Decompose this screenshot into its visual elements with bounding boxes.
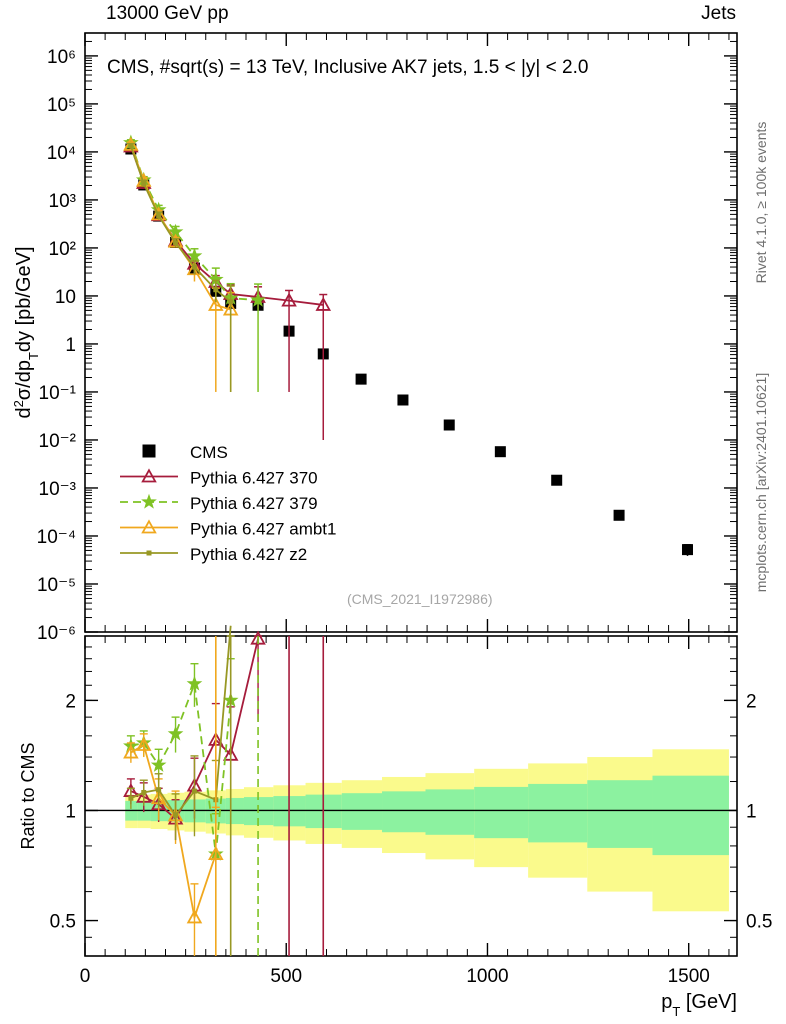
main-data-point [208, 296, 224, 311]
legend-label-p370: Pythia 6.427 370 [190, 469, 318, 488]
main-data-point [355, 373, 367, 385]
ratio-data-point [191, 788, 197, 794]
ratio-data-point [186, 675, 203, 691]
main-data-point [494, 446, 506, 458]
y-tick-label: 10² [49, 239, 76, 260]
header-row: 13000 GeV pp Jets [0, 0, 786, 28]
ratio-data-point [186, 909, 203, 924]
x-tick-label: 1000 [466, 966, 508, 987]
ratio-y-tick-label-right: 1 [746, 801, 757, 822]
ratio-uncertainty-band-inner [528, 783, 588, 843]
main-series-line [130, 146, 324, 306]
y-tick-label: 10³ [49, 191, 76, 212]
main-panel-frame [84, 32, 738, 633]
main-data-point [141, 180, 147, 186]
ratio-series-line [130, 743, 217, 921]
main-data-point [281, 292, 297, 307]
ratio-panel-frame [84, 635, 738, 957]
main-data-point [213, 287, 219, 293]
ratio-data-point [135, 736, 152, 751]
y-tick-label: 1 [65, 335, 76, 356]
legend-marker-p379 [141, 493, 157, 509]
side-note-mcplots: mcplots.cern.ch [arXiv:2401.10621] [753, 373, 769, 592]
ratio-y-tick-label: 1 [65, 801, 76, 822]
y-tick-label: 10⁵ [47, 95, 76, 116]
legend-label-p379: Pythia 6.427 379 [190, 494, 318, 513]
ratio-axis-label: Ratio to CMS [18, 742, 38, 849]
legend-marker-z2 [146, 550, 152, 556]
ratio-data-point [123, 744, 139, 759]
main-data-point [156, 213, 162, 219]
header-process-label: Jets [701, 3, 736, 24]
legend-marker-p370 [141, 468, 157, 483]
ratio-y-tick-label: 0.5 [50, 912, 76, 933]
ratio-data-point [141, 789, 147, 795]
ratio-data-point [128, 795, 134, 801]
ratio-uncertainty-band-inner [652, 775, 729, 856]
main-data-point [191, 264, 197, 270]
main-data-point [613, 509, 625, 521]
y-tick-label: 10⁻⁴ [37, 527, 76, 548]
header-beam-label: 13000 GeV pp [106, 3, 229, 24]
ratio-data-point [173, 812, 179, 818]
main-data-point [186, 247, 203, 263]
main-data-point [443, 419, 455, 431]
ratio-y-tick-label: 2 [65, 691, 76, 712]
legend-label-cms: CMS [190, 443, 228, 462]
y-tick-label: 10⁻⁵ [37, 575, 76, 596]
main-data-point [128, 143, 134, 149]
main-data-point [250, 291, 266, 307]
legend-marker-ambt1 [141, 519, 157, 534]
x-axis-label: pT [GeV] [661, 991, 737, 1019]
legend-label-z2: Pythia 6.427 z2 [190, 545, 307, 564]
x-tick-label: 500 [270, 966, 302, 987]
main-data-point [681, 544, 693, 556]
ratio-y-tick-label-right: 2 [746, 691, 757, 712]
main-data-point [397, 394, 409, 406]
y-tick-label: 10⁻⁶ [37, 623, 76, 644]
legend-marker-cms [142, 444, 156, 458]
y-axis-label: d2σ/dpTdy [pb/GeV] [11, 246, 41, 418]
ratio-data-point [167, 725, 184, 741]
y-tick-label: 10⁴ [47, 143, 76, 164]
main-data-point [228, 299, 234, 305]
y-tick-label: 10⁻¹ [39, 383, 77, 404]
side-note-rivet: Rivet 4.1.0, ≥ 100k events [753, 122, 769, 284]
ratio-uncertainty-band-inner [474, 786, 529, 839]
x-tick-label: 1500 [668, 966, 710, 987]
legend-label-ambt1: Pythia 6.427 ambt1 [190, 520, 336, 539]
ratio-data-point [150, 756, 167, 772]
ratio-uncertainty-band-inner [425, 789, 475, 835]
ratio-y-tick-label-right: 0.5 [746, 912, 772, 933]
main-data-point [315, 296, 332, 311]
ratio-uncertainty-band-inner [382, 791, 426, 833]
y-tick-label: 10⁻² [39, 431, 77, 452]
ratio-uncertainty-band-inner [587, 780, 653, 848]
main-data-point [551, 474, 563, 486]
y-tick-label: 10⁶ [47, 47, 76, 68]
y-tick-label: 10 [55, 287, 76, 308]
ratio-data-point [156, 787, 162, 793]
ratio-uncertainty-band-inner [341, 793, 383, 830]
watermark-label: (CMS_2021_I1972986) [347, 591, 493, 607]
x-tick-label: 0 [80, 966, 91, 987]
y-tick-label: 10⁻³ [39, 479, 77, 500]
plot-title: CMS, #sqrt(s) = 13 TeV, Inclusive AK7 je… [107, 57, 588, 78]
main-data-point [173, 240, 179, 246]
